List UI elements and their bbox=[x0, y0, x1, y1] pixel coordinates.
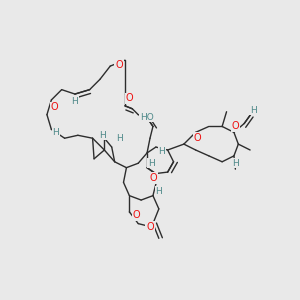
Text: H: H bbox=[100, 131, 106, 140]
Text: O: O bbox=[232, 122, 239, 131]
Text: H: H bbox=[155, 187, 162, 196]
Text: O: O bbox=[133, 210, 141, 220]
Text: H: H bbox=[250, 106, 256, 115]
Text: O: O bbox=[149, 173, 157, 183]
Text: O: O bbox=[115, 60, 123, 70]
Text: O: O bbox=[193, 133, 201, 143]
Text: H: H bbox=[148, 159, 155, 168]
Text: H: H bbox=[71, 97, 78, 106]
Text: H: H bbox=[158, 147, 165, 156]
Text: O: O bbox=[50, 102, 58, 112]
Text: H: H bbox=[52, 128, 59, 137]
Text: O: O bbox=[126, 94, 133, 103]
Text: H: H bbox=[232, 159, 239, 168]
Text: H: H bbox=[116, 134, 122, 143]
Text: HO: HO bbox=[140, 112, 154, 122]
Text: O: O bbox=[146, 222, 154, 232]
